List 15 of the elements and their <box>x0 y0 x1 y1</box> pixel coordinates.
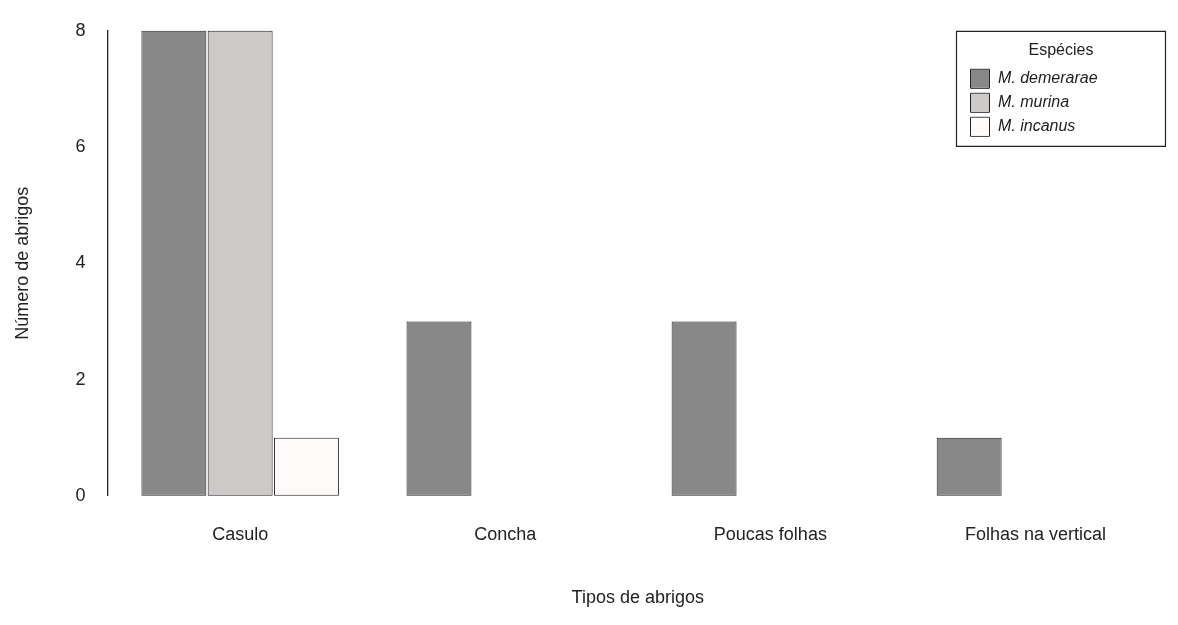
y-tick-label: 2 <box>75 368 86 389</box>
x-axis-title: Tipos de abrigos <box>571 587 705 608</box>
legend-label: M. incanus <box>998 117 1076 135</box>
x-tick-label: Concha <box>474 523 538 544</box>
y-tick-label: 4 <box>75 252 86 273</box>
y-tick-label: 0 <box>75 484 86 505</box>
legend-label: M. murina <box>998 93 1070 111</box>
y-tick-label: 8 <box>75 19 86 40</box>
legend-label: M. demerarae <box>998 69 1098 87</box>
legend-title: Espécies <box>1028 41 1094 59</box>
y-axis-title: Número de abrigos <box>11 186 32 340</box>
x-tick-label: Folhas na vertical <box>964 523 1106 544</box>
x-tick-label: Casulo <box>212 523 269 544</box>
y-tick-label: 6 <box>75 136 86 157</box>
x-tick-label: Poucas folhas <box>713 523 827 544</box>
